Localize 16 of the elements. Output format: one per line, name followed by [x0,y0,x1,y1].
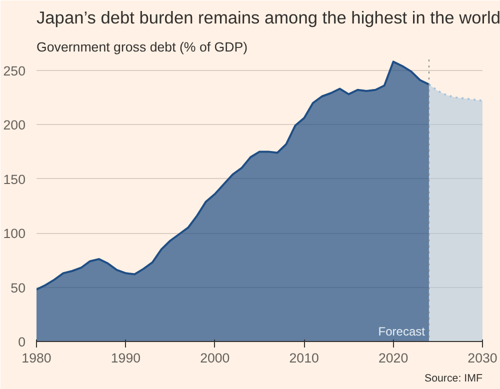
x-tick-label: 1990 [110,350,141,366]
y-tick-label: 200 [3,118,26,133]
x-tick-label: 2010 [289,350,319,366]
source-note: Source: IMF [424,372,483,384]
y-tick-label: 250 [3,63,26,78]
chart-title: Japan’s debt burden remains among the highest in the world [36,8,500,28]
x-tick-label: 2030 [468,350,498,366]
ref-line-label: Forecast [378,324,426,338]
y-tick-label: 0 [18,334,26,350]
chart-subtitle: Government gross debt (% of GDP) [36,40,248,54]
x-tick-label: 2000 [200,350,230,366]
y-tick-label: 150 [3,172,26,187]
y-tick-label: 50 [10,280,26,296]
x-tick-label: 2020 [378,350,408,366]
y-tick-label: 100 [3,226,26,242]
x-tick-label: 1980 [22,350,52,366]
